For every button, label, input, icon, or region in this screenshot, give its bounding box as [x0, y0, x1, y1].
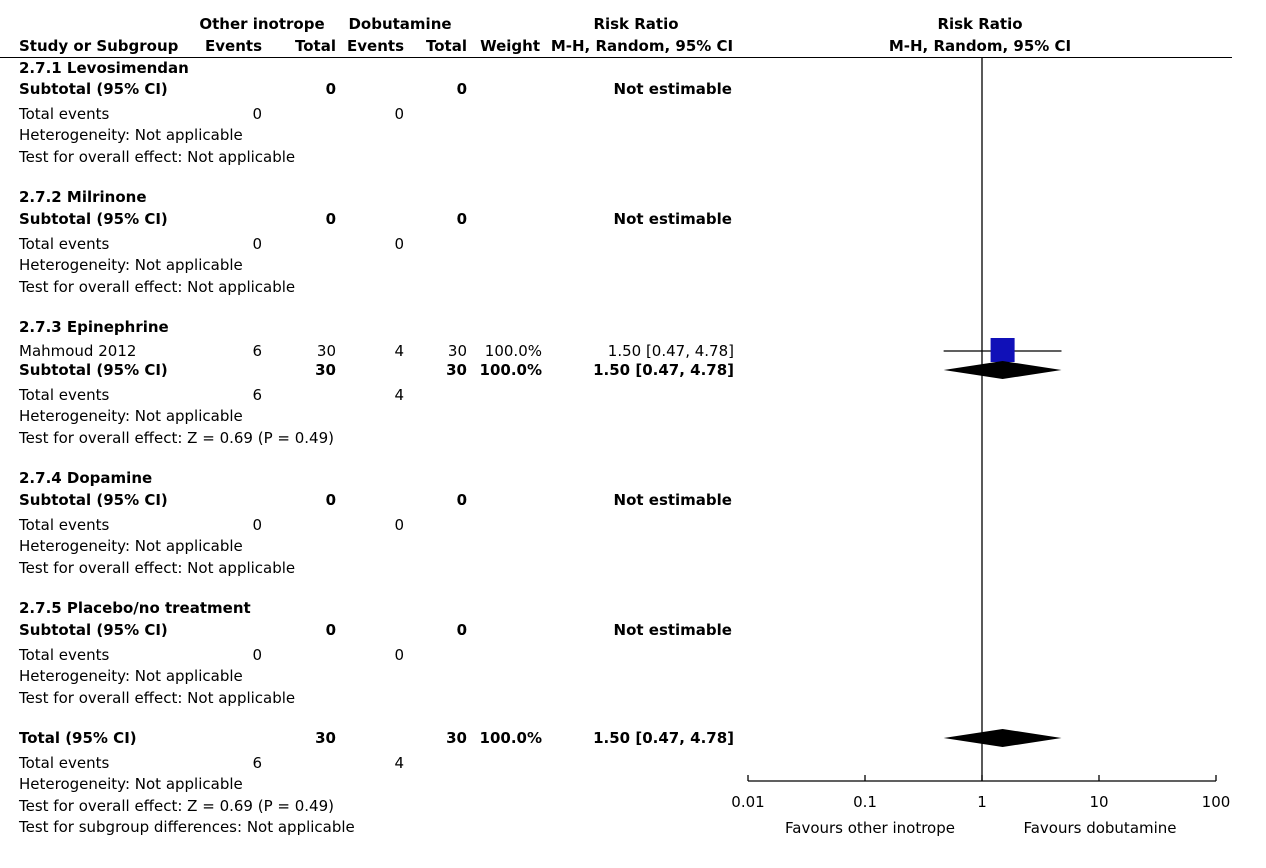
overall-effect-text: Test for overall effect: Z = 0.69 (P = 0…: [19, 797, 334, 815]
subtotal-total2: 0: [456, 80, 467, 98]
overall-effect-text: Test for overall effect: Not applicable: [19, 559, 296, 577]
overall-total-label: Total (95% CI): [19, 729, 137, 747]
subtotal-rr: Not estimable: [613, 210, 732, 228]
total-events-2: 0: [394, 646, 404, 664]
rr-title-header: Risk Ratio: [593, 15, 679, 33]
subtotal-label: Subtotal (95% CI): [19, 491, 168, 509]
total-events-1: 6: [252, 754, 262, 772]
x-tick-label: 100: [1202, 793, 1231, 811]
total-events-2: 4: [394, 754, 404, 772]
subtotal-total1: 0: [325, 621, 336, 639]
overall-effect-text: Test for overall effect: Not applicable: [19, 278, 296, 296]
total-events-2: 0: [394, 516, 404, 534]
study-rr: 1.50 [0.47, 4.78]: [607, 342, 734, 360]
study-column-header: Study or Subgroup: [19, 37, 179, 55]
overall-effect-text: Test for overall effect: Z = 0.69 (P = 0…: [19, 429, 334, 447]
overall-effect-text: Test for overall effect: Not applicable: [19, 689, 296, 707]
overall-effect-text: Test for overall effect: Not applicable: [19, 148, 296, 166]
subtotal-rr: Not estimable: [613, 621, 732, 639]
x-tick-label: 1: [977, 793, 987, 811]
plot-title-header: Risk Ratio: [937, 15, 1023, 33]
subgroup-title: 2.7.2 Milrinone: [19, 188, 147, 206]
subtotal-weight: 100.0%: [479, 361, 542, 379]
plot-method-header: M-H, Random, 95% CI: [888, 37, 1072, 55]
overall-total1: 30: [315, 729, 336, 747]
subtotal-total1: 0: [325, 491, 336, 509]
x-tick-label: 0.01: [731, 793, 764, 811]
subtotal-total2: 0: [456, 621, 467, 639]
total-events-label: Total events: [19, 754, 110, 772]
subtotal-label: Subtotal (95% CI): [19, 621, 168, 639]
subtotal-diamond: [943, 361, 1062, 379]
total-diamond: [943, 729, 1062, 747]
x-tick-label: 0.1: [853, 793, 877, 811]
total-events-1: 0: [252, 516, 262, 534]
heterogeneity-text: Heterogeneity: Not applicable: [19, 667, 243, 685]
study-events2: 4: [394, 342, 404, 360]
study-point-square: [990, 338, 1015, 362]
total-events-label: Total events: [19, 105, 110, 123]
subtotal-total1: 0: [325, 210, 336, 228]
weight-header: Weight: [480, 37, 540, 55]
subgroup-title: 2.7.3 Epinephrine: [19, 318, 169, 336]
group2-header: Dobutamine: [348, 15, 452, 33]
overall-rr: 1.50 [0.47, 4.78]: [593, 729, 734, 747]
total2-header: Total: [426, 37, 467, 55]
heterogeneity-text: Heterogeneity: Not applicable: [19, 775, 243, 793]
total-events-1: 0: [252, 646, 262, 664]
study-total1: 30: [316, 342, 336, 360]
heterogeneity-text: Heterogeneity: Not applicable: [19, 537, 243, 555]
events2-header: Events: [347, 37, 404, 55]
subtotal-total2: 0: [456, 210, 467, 228]
favours-left-label: Favours other inotrope: [785, 819, 955, 837]
subtotal-rr: 1.50 [0.47, 4.78]: [593, 361, 734, 379]
rr-method-header: M-H, Random, 95% CI: [550, 37, 734, 55]
total-events-label: Total events: [19, 646, 110, 664]
total-events-2: 0: [394, 105, 404, 123]
total-events-label: Total events: [19, 235, 110, 253]
total-events-label: Total events: [19, 386, 110, 404]
x-tick-label: 10: [1089, 793, 1108, 811]
study-total2: 30: [447, 342, 467, 360]
group1-header: Other inotrope: [199, 15, 325, 33]
study-events1: 6: [252, 342, 262, 360]
subtotal-total2: 0: [456, 491, 467, 509]
heterogeneity-text: Heterogeneity: Not applicable: [19, 407, 243, 425]
subtotal-total1: 0: [325, 80, 336, 98]
study-name: Mahmoud 2012: [19, 342, 137, 360]
subtotal-rr: Not estimable: [613, 491, 732, 509]
subgroup-differences-text: Test for subgroup differences: Not appli…: [19, 818, 355, 836]
subtotal-total1: 30: [315, 361, 336, 379]
favours-right-label: Favours dobutamine: [1023, 819, 1177, 837]
total1-header: Total: [295, 37, 336, 55]
total-events-2: 0: [394, 235, 404, 253]
subgroup-title: 2.7.1 Levosimendan: [19, 59, 189, 77]
subtotal-label: Subtotal (95% CI): [19, 80, 168, 98]
total-events-1: 0: [252, 235, 262, 253]
study-weight: 100.0%: [484, 342, 542, 360]
overall-total2: 30: [446, 729, 467, 747]
overall-weight: 100.0%: [479, 729, 542, 747]
heterogeneity-text: Heterogeneity: Not applicable: [19, 126, 243, 144]
total-events-1: 0: [252, 105, 262, 123]
subtotal-rr: Not estimable: [613, 80, 732, 98]
subtotal-label: Subtotal (95% CI): [19, 210, 168, 228]
total-events-2: 4: [394, 386, 404, 404]
events1-header: Events: [205, 37, 262, 55]
subgroup-title: 2.7.4 Dopamine: [19, 469, 153, 487]
total-events-1: 6: [252, 386, 262, 404]
header-rule: [0, 57, 1232, 58]
subtotal-total2: 30: [446, 361, 467, 379]
total-events-label: Total events: [19, 516, 110, 534]
subgroup-title: 2.7.5 Placebo/no treatment: [19, 599, 251, 617]
heterogeneity-text: Heterogeneity: Not applicable: [19, 256, 243, 274]
subtotal-label: Subtotal (95% CI): [19, 361, 168, 379]
